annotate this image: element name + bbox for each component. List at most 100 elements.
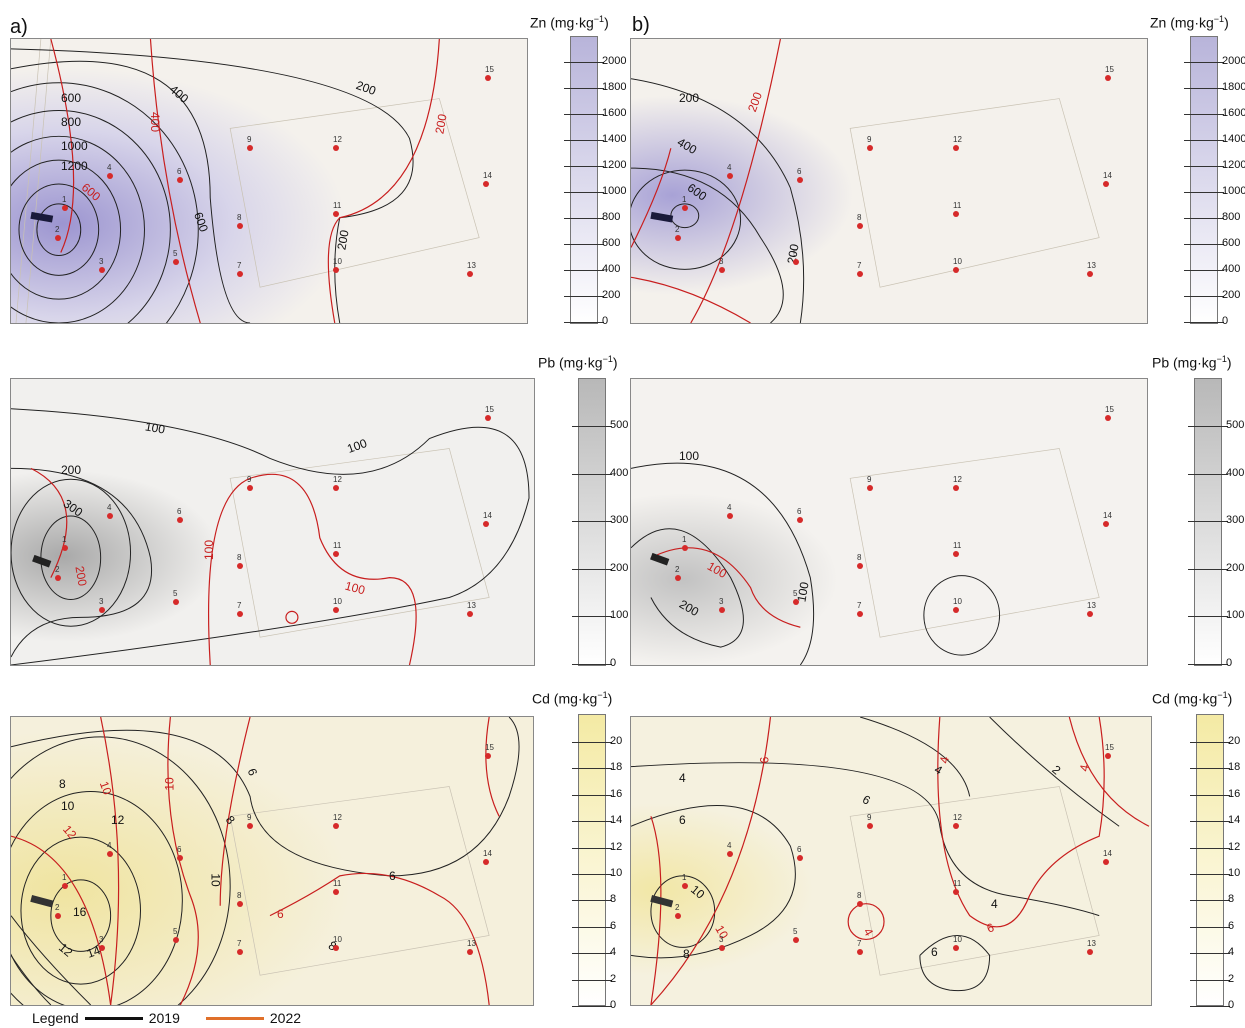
scale-tick	[1188, 521, 1228, 523]
sampling-point-label: 5	[173, 927, 178, 936]
scale-tick	[1190, 979, 1230, 981]
scale-tick	[564, 322, 604, 323]
sampling-point-label: 9	[867, 135, 872, 144]
sampling-point-label: 11	[333, 201, 342, 210]
sampling-point	[867, 823, 873, 829]
scale-tick	[1184, 192, 1224, 193]
sampling-point-label: 4	[107, 841, 112, 850]
sampling-point	[107, 173, 113, 179]
sampling-point	[857, 611, 863, 617]
pb-unit-b: Pb (mg·kg−1)	[1152, 354, 1232, 371]
sampling-point-label: 12	[333, 135, 342, 144]
sampling-point	[173, 937, 179, 943]
legend: Legend 2019 2022	[32, 1010, 301, 1026]
pb-map-2019-2022-b: 100 200 100 100	[630, 378, 1148, 666]
contour-label: 200	[679, 91, 700, 105]
sampling-point	[333, 823, 339, 829]
contour-label: 1200	[61, 159, 88, 173]
contour-label: 6	[389, 869, 396, 883]
sampling-point	[177, 177, 183, 183]
scale-tick-label: 100	[610, 609, 629, 622]
sampling-point-label: 6	[177, 507, 182, 516]
sampling-point	[1103, 181, 1109, 187]
scale-tick-label: 0	[1226, 657, 1233, 669]
scale-tick-label: 800	[1222, 211, 1241, 223]
scale-tick-label: 20	[610, 735, 623, 747]
contour-label: 10	[61, 799, 75, 813]
sampling-point	[1087, 949, 1093, 955]
scale-tick	[572, 874, 612, 875]
sampling-point	[333, 551, 339, 557]
sampling-point	[857, 949, 863, 955]
sampling-point-label: 3	[99, 257, 104, 266]
scale-tick	[564, 218, 604, 219]
sampling-point	[953, 607, 959, 613]
scale-tick	[1190, 926, 1230, 928]
cd-scale-bar-a	[578, 714, 606, 1006]
scale-tick	[564, 88, 604, 89]
sampling-point	[247, 485, 253, 491]
sampling-point-label: 4	[107, 503, 112, 512]
sampling-point-label: 13	[467, 601, 476, 610]
scale-tick-label: 400	[610, 466, 629, 479]
sampling-point-label: 9	[867, 813, 872, 822]
scale-tick-label: 800	[602, 211, 621, 223]
zn-unit-a: Zn (mg·kg−1)	[530, 14, 609, 31]
scale-tick-label: 1200	[602, 159, 627, 171]
sampling-point	[483, 521, 489, 527]
cd-map-2019-2022-b: 4 6 10 8 6 6 4 2 4 4 6 6 4 10 4	[630, 716, 1152, 1006]
sampling-point	[247, 145, 253, 151]
sampling-point	[1087, 611, 1093, 617]
legend-title: Legend	[32, 1010, 79, 1026]
scale-tick-label: 16	[610, 787, 623, 800]
scale-tick-label: 2	[1228, 972, 1235, 985]
pb-unit-a: Pb (mg·kg−1)	[538, 354, 618, 371]
sampling-point-label: 13	[1087, 939, 1096, 948]
sampling-point-label: 8	[857, 891, 862, 900]
scale-tick	[1188, 426, 1228, 427]
sampling-point-label: 9	[247, 135, 252, 144]
scale-tick	[564, 62, 604, 63]
sampling-point	[867, 485, 873, 491]
scale-tick-label: 0	[610, 657, 617, 669]
sampling-point-label: 7	[237, 261, 242, 270]
scale-tick	[1184, 218, 1224, 219]
sampling-point	[682, 205, 688, 211]
scale-tick	[1184, 88, 1224, 89]
scale-tick	[1184, 114, 1224, 115]
sampling-point	[485, 415, 491, 421]
scale-tick	[1190, 847, 1230, 849]
sampling-point	[333, 211, 339, 217]
sampling-point	[953, 945, 959, 951]
sampling-point	[1105, 753, 1111, 759]
sampling-point-label: 6	[797, 167, 802, 176]
sampling-point	[1105, 415, 1111, 421]
scale-tick-label: 1600	[602, 107, 627, 119]
contour-label: 12	[111, 813, 125, 827]
scale-tick-label: 100	[1226, 609, 1245, 622]
sampling-point	[857, 901, 863, 907]
scale-tick-label: 8	[610, 893, 617, 906]
scale-tick	[1184, 270, 1224, 271]
sampling-point	[675, 575, 681, 581]
sampling-point-label: 12	[333, 813, 342, 822]
scale-tick-label: 200	[1222, 289, 1241, 301]
sampling-point	[727, 173, 733, 179]
legend-line-2022	[205, 1016, 264, 1020]
contour-label: 800	[61, 115, 82, 129]
contour-label: 400	[148, 111, 163, 133]
sampling-point	[727, 851, 733, 857]
contour-label: 6	[679, 813, 686, 827]
scale-tick	[572, 742, 612, 743]
contour-label: 16	[73, 905, 87, 919]
contour-label: 10	[208, 873, 223, 887]
contour-label: 100	[679, 449, 700, 463]
sampling-point-label: 8	[857, 553, 862, 562]
sampling-point	[333, 889, 339, 895]
scale-tick	[1188, 664, 1228, 665]
scale-tick-label: 18	[610, 761, 623, 774]
sampling-point	[1103, 521, 1109, 527]
panel-label-a: a)	[10, 16, 28, 38]
scale-tick-label: 200	[1226, 561, 1245, 574]
scale-tick-label: 16	[1228, 787, 1241, 800]
